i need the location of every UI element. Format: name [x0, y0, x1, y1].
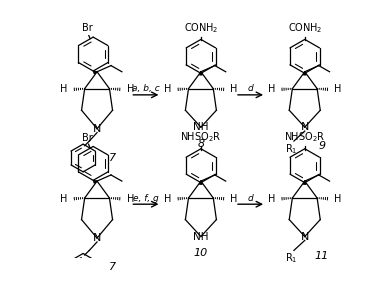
Polygon shape — [94, 181, 97, 183]
Text: NHSO$_2$R: NHSO$_2$R — [284, 130, 325, 144]
Text: CONH$_2$: CONH$_2$ — [288, 21, 322, 35]
Text: 11: 11 — [315, 251, 329, 261]
Polygon shape — [303, 72, 306, 75]
Text: R$_1$: R$_1$ — [285, 142, 298, 156]
Text: N: N — [93, 233, 101, 243]
Text: N: N — [301, 231, 309, 242]
Text: H: H — [164, 84, 171, 95]
Text: 7: 7 — [109, 262, 116, 272]
Text: R$_1$: R$_1$ — [285, 251, 298, 265]
Polygon shape — [200, 181, 202, 184]
Text: H: H — [268, 84, 275, 95]
Text: Br: Br — [82, 23, 93, 33]
Text: H: H — [230, 84, 238, 95]
Text: H: H — [127, 194, 134, 204]
Text: 7: 7 — [109, 153, 116, 163]
Text: NHSO$_2$R: NHSO$_2$R — [180, 130, 221, 144]
Text: 8: 8 — [197, 139, 205, 149]
Text: H: H — [334, 84, 341, 95]
Text: 9: 9 — [318, 142, 325, 151]
Text: N: N — [301, 122, 309, 132]
Text: N: N — [93, 124, 101, 134]
Text: d: d — [248, 193, 253, 202]
Text: NH: NH — [193, 231, 209, 242]
Text: NH: NH — [193, 122, 209, 132]
Text: e, f, g: e, f, g — [133, 193, 159, 202]
Text: 10: 10 — [194, 249, 208, 258]
Polygon shape — [303, 181, 306, 184]
Polygon shape — [200, 72, 202, 75]
Text: H: H — [230, 194, 238, 204]
Text: H: H — [164, 194, 171, 204]
Text: H: H — [268, 194, 275, 204]
Text: H: H — [334, 194, 341, 204]
Text: Br: Br — [82, 133, 93, 143]
Text: H: H — [60, 84, 67, 95]
Text: H: H — [60, 194, 67, 204]
Text: a, b, c: a, b, c — [132, 84, 160, 93]
Text: d: d — [248, 84, 253, 93]
Text: H: H — [127, 84, 134, 95]
Polygon shape — [94, 71, 97, 74]
Text: CONH$_2$: CONH$_2$ — [184, 21, 218, 35]
